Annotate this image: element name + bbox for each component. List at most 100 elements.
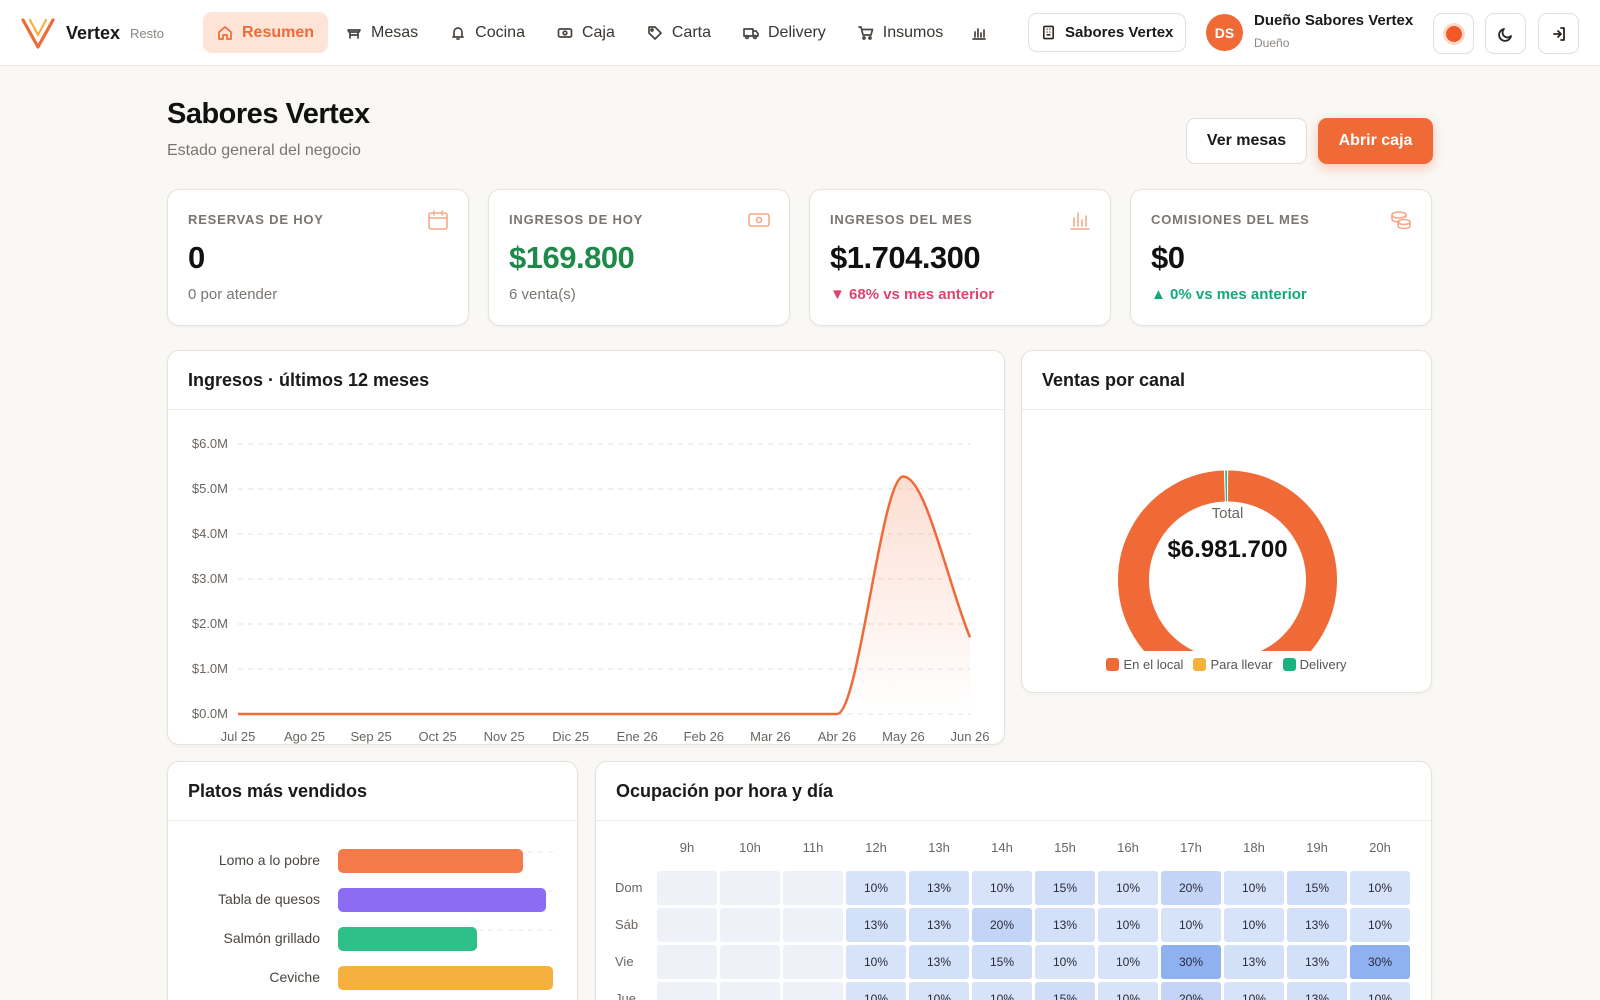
bar-label: Tabla de quesos — [218, 891, 320, 907]
heatmap-cell[interactable]: 20% — [972, 908, 1032, 942]
nav-item-insumos[interactable]: Insumos — [844, 12, 957, 53]
brand[interactable]: Vertex Resto — [20, 14, 164, 52]
heatmap-cell[interactable] — [657, 945, 717, 979]
business-selector-button[interactable]: Sabores Vertex — [1028, 13, 1187, 52]
logout-button[interactable] — [1538, 13, 1579, 54]
theme-toggle-button[interactable] — [1485, 13, 1526, 54]
legend-swatch — [1193, 658, 1207, 671]
heatmap-cell[interactable]: 13% — [1287, 945, 1347, 979]
heatmap-cell[interactable]: 10% — [1224, 908, 1284, 942]
donut-slice[interactable] — [1118, 470, 1337, 651]
heatmap-cell[interactable]: 15% — [1287, 871, 1347, 905]
legend-item[interactable]: En el local — [1106, 657, 1183, 672]
nav-item-carta[interactable]: Carta — [633, 12, 725, 53]
heatmap-cell[interactable] — [657, 982, 717, 1000]
heatmap-cell[interactable]: 10% — [1350, 908, 1410, 942]
heatmap-cell[interactable]: 30% — [1161, 945, 1221, 979]
panel-title: Ocupación por hora y día — [616, 781, 834, 801]
heatmap-cell[interactable]: 10% — [1098, 871, 1158, 905]
heatmap-cell[interactable]: 10% — [1098, 945, 1158, 979]
status-indicator-button[interactable] — [1433, 13, 1474, 54]
bell-icon — [452, 26, 465, 40]
stat-label: COMISIONES DEL MES — [1151, 212, 1310, 227]
nav-item-reportes[interactable] — [961, 12, 997, 53]
heatmap-cell[interactable]: 30% — [1350, 945, 1410, 979]
hour-header: 13h — [928, 840, 950, 855]
heatmap-cell[interactable]: 15% — [1035, 871, 1095, 905]
heatmap-cell[interactable]: 10% — [1350, 982, 1410, 1000]
avatar[interactable]: DS — [1206, 14, 1243, 51]
y-tick-label: $6.0M — [192, 436, 228, 451]
nav-item-cocina[interactable]: Cocina — [436, 12, 539, 53]
heatmap-cell[interactable] — [783, 982, 843, 1000]
heatmap-cell[interactable]: 13% — [909, 871, 969, 905]
nav-item-label: Resumen — [242, 23, 315, 41]
heatmap-cell[interactable]: 20% — [1161, 982, 1221, 1000]
heatmap-cell[interactable] — [783, 908, 843, 942]
hour-header: 15h — [1054, 840, 1076, 855]
nav-item-label: Caja — [581, 23, 615, 41]
heatmap-cell[interactable]: 10% — [972, 871, 1032, 905]
dish-bar[interactable] — [338, 927, 477, 951]
hour-header: 17h — [1180, 840, 1202, 855]
y-tick-label: $5.0M — [192, 481, 228, 496]
heatmap-cell[interactable]: 20% — [1161, 871, 1221, 905]
vertex-logo-icon — [21, 18, 55, 49]
heatmap-cell[interactable]: 10% — [1161, 908, 1221, 942]
donut-total-value: $6.981.700 — [1167, 536, 1288, 563]
bar-label: Lomo a lo pobre — [218, 852, 320, 868]
heatmap-cell[interactable]: 13% — [846, 908, 906, 942]
nav-item-label: Carta — [671, 23, 711, 41]
hour-header: 11h — [802, 840, 824, 855]
nav-item-delivery[interactable]: Delivery — [729, 12, 840, 53]
heatmap-cell[interactable]: 13% — [909, 945, 969, 979]
heatmap-cell[interactable]: 15% — [972, 945, 1032, 979]
nav-item-caja[interactable]: Caja — [543, 12, 629, 53]
ver-mesas-button[interactable]: Ver mesas — [1186, 118, 1307, 164]
heatmap-cell[interactable]: 10% — [846, 945, 906, 979]
dish-bar[interactable] — [338, 966, 554, 990]
stat-value: 0 — [188, 240, 205, 275]
nav-item-label: Mesas — [371, 23, 419, 41]
dish-bar[interactable] — [338, 888, 547, 912]
legend-item[interactable]: Para llevar — [1193, 657, 1273, 672]
heatmap-cell[interactable] — [720, 908, 780, 942]
heatmap-cell[interactable] — [657, 908, 717, 942]
heatmap-cell[interactable] — [720, 871, 780, 905]
heatmap-cell[interactable]: 10% — [1098, 908, 1158, 942]
legend-label: Delivery — [1299, 657, 1347, 672]
heatmap-cell[interactable] — [720, 982, 780, 1000]
heatmap-cell[interactable] — [783, 871, 843, 905]
stat-label: INGRESOS DE HOY — [509, 212, 644, 227]
day-label: Dom — [615, 880, 643, 895]
panel-title: Platos más vendidos — [188, 781, 368, 801]
legend-item[interactable]: Delivery — [1282, 657, 1347, 672]
heatmap-cell[interactable] — [657, 871, 717, 905]
cart-icon — [857, 25, 874, 40]
heatmap-cell[interactable] — [783, 945, 843, 979]
dish-bar[interactable] — [338, 849, 524, 873]
heatmap-cell[interactable]: 10% — [909, 982, 969, 1000]
heatmap-cell[interactable]: 15% — [1035, 982, 1095, 1000]
heatmap-cell[interactable]: 10% — [1350, 871, 1410, 905]
heatmap-cell[interactable]: 10% — [1224, 982, 1284, 1000]
heatmap-cell[interactable]: 13% — [1287, 908, 1347, 942]
heatmap-cell[interactable]: 13% — [1224, 945, 1284, 979]
brand-name: Vertex — [66, 22, 121, 43]
heatmap-cell[interactable]: 13% — [1035, 908, 1095, 942]
heatmap-cell[interactable]: 10% — [846, 871, 906, 905]
donut-total-label: Total — [1211, 505, 1244, 522]
heatmap-cell[interactable]: 10% — [846, 982, 906, 1000]
heatmap-cell[interactable]: 10% — [1098, 982, 1158, 1000]
nav-item-label: Insumos — [882, 23, 944, 41]
heatmap-cell[interactable]: 10% — [1224, 871, 1284, 905]
nav-item-mesas[interactable]: Mesas — [332, 12, 432, 53]
heatmap-cell[interactable] — [720, 945, 780, 979]
nav-item-resumen[interactable]: Resumen — [203, 12, 329, 53]
cash-icon — [557, 27, 573, 38]
heatmap-cell[interactable]: 13% — [909, 908, 969, 942]
heatmap-cell[interactable]: 10% — [972, 982, 1032, 1000]
heatmap-cell[interactable]: 13% — [1287, 982, 1347, 1000]
abrir-caja-button[interactable]: Abrir caja — [1318, 118, 1433, 164]
heatmap-cell[interactable]: 10% — [1035, 945, 1095, 979]
